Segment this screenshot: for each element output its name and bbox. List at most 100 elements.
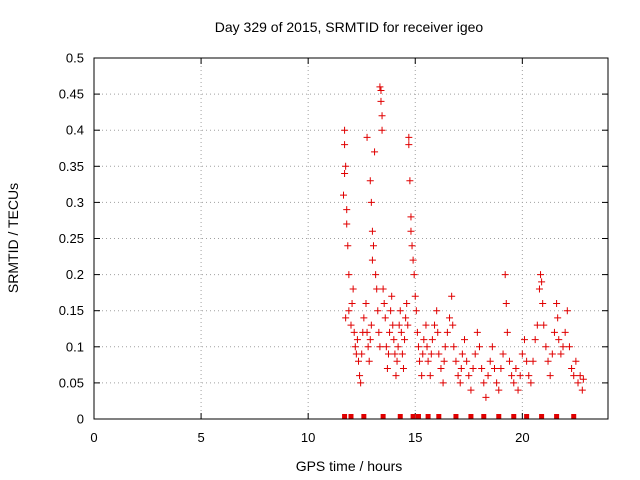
data-point — [493, 379, 501, 387]
data-point — [476, 343, 483, 351]
data-point — [563, 307, 571, 315]
data-point — [399, 364, 407, 372]
data-point — [465, 372, 473, 380]
data-point — [411, 292, 419, 300]
data-point — [574, 379, 582, 387]
data-point — [458, 350, 466, 358]
data-point — [358, 350, 366, 358]
data-point — [343, 220, 351, 228]
data-point — [394, 343, 402, 351]
data-point — [392, 372, 400, 380]
data-point — [383, 364, 391, 372]
data-point — [371, 148, 379, 156]
data-point — [559, 343, 567, 351]
data-point — [427, 350, 435, 358]
zero-marker — [348, 414, 354, 419]
data-point — [488, 343, 496, 351]
data-point — [372, 271, 380, 279]
zero-marker — [496, 414, 502, 419]
data-point — [486, 357, 494, 365]
data-point — [527, 379, 535, 387]
data-point — [424, 357, 432, 365]
data-point — [525, 372, 533, 380]
data-point — [565, 343, 573, 351]
zero-marker — [524, 414, 530, 419]
data-point — [484, 372, 492, 380]
data-point — [469, 364, 477, 372]
data-point — [505, 357, 513, 365]
zero-marker — [425, 414, 431, 419]
data-point — [368, 256, 376, 264]
data-point — [344, 242, 352, 250]
zero-markers — [342, 414, 577, 419]
data-point — [572, 357, 580, 365]
data-point — [523, 357, 531, 365]
y-tick-label: 0.15 — [59, 303, 84, 318]
y-tick-labels: 0 0.05 0.1 0.15 0.2 0.25 0.3 0.35 0.4 0.45 0.5 — [59, 51, 84, 427]
plot-frame — [93, 57, 609, 420]
data-point — [366, 177, 374, 185]
data-point — [405, 141, 413, 149]
data-point — [478, 364, 486, 372]
data-point — [501, 271, 509, 279]
data-point — [397, 328, 405, 336]
data-point — [396, 307, 404, 315]
data-point — [420, 336, 428, 344]
data-point — [512, 364, 520, 372]
data-point — [380, 299, 388, 307]
y-tick-label: 0.2 — [66, 267, 84, 282]
data-point — [433, 307, 441, 315]
data-point — [384, 350, 392, 358]
data-point — [381, 314, 389, 322]
data-point — [419, 350, 427, 358]
data-point — [508, 372, 516, 380]
data-point — [387, 307, 395, 315]
data-point — [408, 242, 416, 250]
zero-marker — [436, 414, 442, 419]
data-point — [554, 314, 562, 322]
y-tick-label: 0.05 — [59, 375, 84, 390]
data-point — [375, 328, 383, 336]
x-tick-label: 0 — [90, 430, 97, 445]
zero-marker — [380, 414, 386, 419]
data-point — [362, 299, 370, 307]
data-point — [446, 314, 454, 322]
data-point — [490, 364, 498, 372]
data-point — [407, 227, 415, 235]
data-point — [579, 375, 587, 383]
data-point — [454, 372, 462, 380]
data-point — [467, 386, 475, 394]
data-point — [548, 350, 556, 358]
data-point — [402, 314, 410, 322]
data-point — [342, 314, 350, 322]
zero-marker — [410, 414, 416, 419]
data-point — [340, 191, 348, 199]
data-point — [542, 343, 550, 351]
data-point — [431, 321, 439, 329]
data-point — [416, 357, 424, 365]
data-point — [391, 350, 399, 358]
zero-marker — [453, 414, 459, 419]
data-point — [448, 292, 456, 300]
data-point — [456, 379, 464, 387]
data-point — [389, 321, 397, 329]
data-point — [405, 133, 413, 141]
data-point — [473, 328, 481, 336]
data-point — [341, 170, 349, 178]
data-point — [374, 307, 382, 315]
data-point — [379, 285, 387, 293]
data-point — [409, 256, 417, 264]
x-tick-label: 5 — [197, 430, 204, 445]
zero-marker — [571, 414, 577, 419]
data-point — [422, 321, 430, 329]
data-point — [426, 372, 434, 380]
data-point — [367, 321, 375, 329]
data-point — [342, 162, 350, 170]
data-point — [510, 379, 518, 387]
data-point — [404, 321, 412, 329]
data-point — [393, 357, 401, 365]
data-point — [403, 299, 411, 307]
x-tick-labels: 0 5 10 15 20 — [90, 430, 529, 445]
data-point — [357, 379, 365, 387]
data-point — [350, 328, 358, 336]
